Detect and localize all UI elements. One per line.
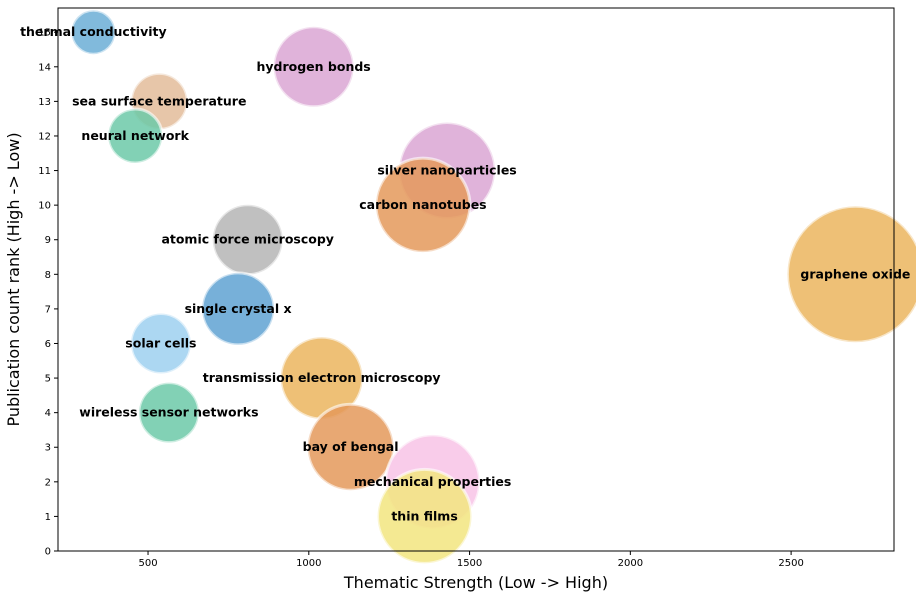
bubble-label: mechanical properties <box>354 474 511 489</box>
y-tick-label: 8 <box>45 270 51 281</box>
plot-frame <box>57 7 895 552</box>
bubble-label: hydrogen bonds <box>256 59 370 74</box>
bubble-graphene-oxide <box>785 204 916 344</box>
y-tick-label: 7 <box>45 304 51 315</box>
y-tick-label: 6 <box>45 339 51 350</box>
bubble-label: atomic force microscopy <box>161 232 334 247</box>
bubble-layer <box>69 8 916 565</box>
bubble-label: thin films <box>391 508 457 523</box>
bubble-thermal-conductivity <box>69 8 117 56</box>
y-tick-label: 2 <box>45 477 51 488</box>
x-tick-label: 1000 <box>296 558 321 569</box>
y-tick-label: 4 <box>45 408 51 419</box>
bubble-thin-films <box>376 467 474 565</box>
bubble-label: thermal conductivity <box>20 24 167 39</box>
y-tick-label: 5 <box>45 374 51 385</box>
bubble-label: neural network <box>81 128 189 143</box>
bubble-label: bay of bengal <box>303 439 399 454</box>
bubble-neural-network <box>106 107 164 165</box>
bubble-bay-of-bengal <box>306 402 396 492</box>
bubble-label-layer: thermal conductivity hydrogen bonds sea su… <box>20 24 910 523</box>
y-tick-label: 3 <box>45 443 51 454</box>
y-tick-label: 13 <box>38 97 51 108</box>
y-axis-title: Publication count rank (High -> Low) <box>4 132 23 426</box>
bubble-label: graphene oxide <box>800 266 910 281</box>
bubble-label: wireless sensor networks <box>79 405 258 420</box>
x-axis: 500 1000 1500 2000 2500 <box>138 551 804 569</box>
x-tick-label: 2000 <box>618 558 643 569</box>
y-tick-label: 10 <box>38 201 51 212</box>
bubble-label: solar cells <box>125 335 196 350</box>
bubble-solar-cells <box>129 311 193 375</box>
x-tick-label: 1500 <box>457 558 482 569</box>
x-tick-label: 2500 <box>778 558 803 569</box>
bubble-label: silver nanoparticles <box>377 163 516 178</box>
bubble-carbon-nanotubes <box>374 156 472 254</box>
bubble-hydrogen-bonds <box>272 25 356 109</box>
y-tick-label: 11 <box>38 166 51 177</box>
bubble-label: sea surface temperature <box>72 93 246 108</box>
bubble-label: single crystal x <box>185 301 292 316</box>
x-axis-title: Thematic Strength (Low -> High) <box>343 573 608 592</box>
y-tick-label: 1 <box>45 512 51 523</box>
y-tick-label: 15 <box>38 28 51 39</box>
bubble-label: carbon nanotubes <box>359 197 486 212</box>
y-tick-label: 14 <box>38 62 51 73</box>
y-tick-label: 0 <box>45 547 51 558</box>
bubble-label: transmission electron microscopy <box>203 370 441 385</box>
y-tick-label: 9 <box>45 235 51 246</box>
y-tick-label: 12 <box>38 131 51 142</box>
bubble-wireless-sensor-networks <box>137 381 201 445</box>
bubble-single-crystal-x <box>200 271 276 347</box>
x-tick-label: 500 <box>138 558 157 569</box>
